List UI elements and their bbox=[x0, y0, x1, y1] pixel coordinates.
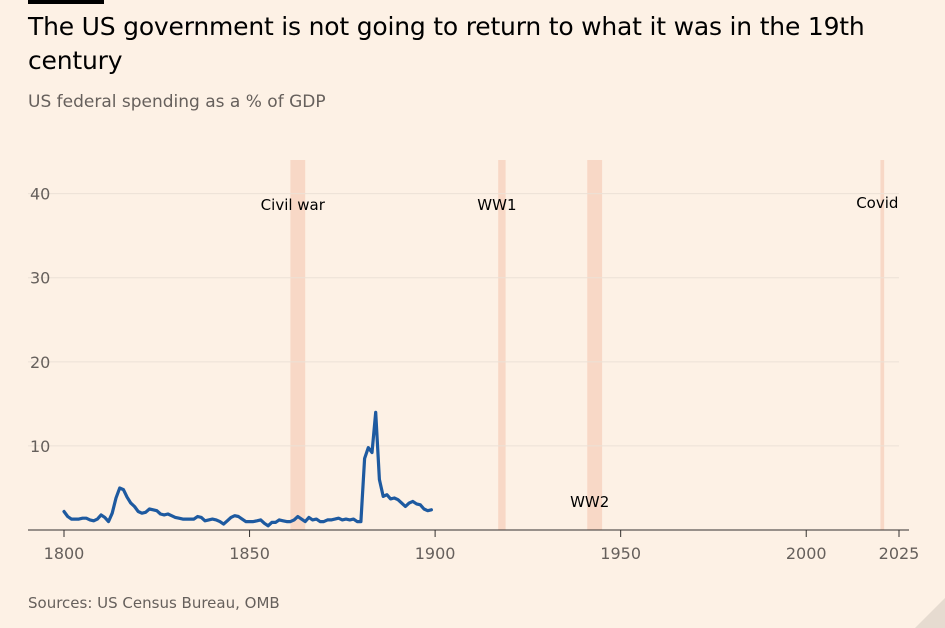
y-tick-label: 30 bbox=[30, 269, 50, 288]
y-axis-ticks: 10 20 30 40 bbox=[30, 185, 50, 456]
source-note: Sources: US Census Bureau, OMB bbox=[28, 594, 280, 612]
page-corner bbox=[915, 598, 945, 628]
event-band-3 bbox=[880, 160, 885, 530]
gridlines bbox=[28, 193, 899, 447]
brand-bar bbox=[28, 0, 104, 4]
y-tick-label: 40 bbox=[30, 185, 50, 204]
x-tick-label: 2025 bbox=[879, 544, 920, 563]
series-line-0 bbox=[62, 410, 433, 528]
y-tick-label: 20 bbox=[30, 353, 50, 372]
event-labels: Civil war WW1 WW2 Covid bbox=[261, 194, 899, 511]
event-band-0 bbox=[290, 160, 306, 530]
event-label: Covid bbox=[856, 194, 898, 212]
y-tick-label: 10 bbox=[30, 437, 50, 456]
x-tick-label: 1850 bbox=[229, 544, 270, 563]
chart-title: The US government is not going to return… bbox=[28, 12, 865, 75]
event-band-2 bbox=[587, 160, 603, 530]
event-bands bbox=[290, 160, 885, 530]
series-lines bbox=[62, 410, 433, 528]
x-tick-label: 1800 bbox=[44, 544, 85, 563]
event-band-1 bbox=[498, 160, 506, 530]
x-axis: 1800 1850 1900 1950 2000 2025 bbox=[28, 529, 920, 563]
event-label: WW1 bbox=[477, 196, 516, 214]
x-tick-label: 2000 bbox=[786, 544, 827, 563]
x-tick-label: 1900 bbox=[415, 544, 456, 563]
event-label: Civil war bbox=[261, 196, 326, 214]
x-tick-label: 1950 bbox=[600, 544, 641, 563]
event-label: WW2 bbox=[570, 493, 609, 511]
chart-subtitle: US federal spending as a % of GDP bbox=[28, 92, 326, 112]
